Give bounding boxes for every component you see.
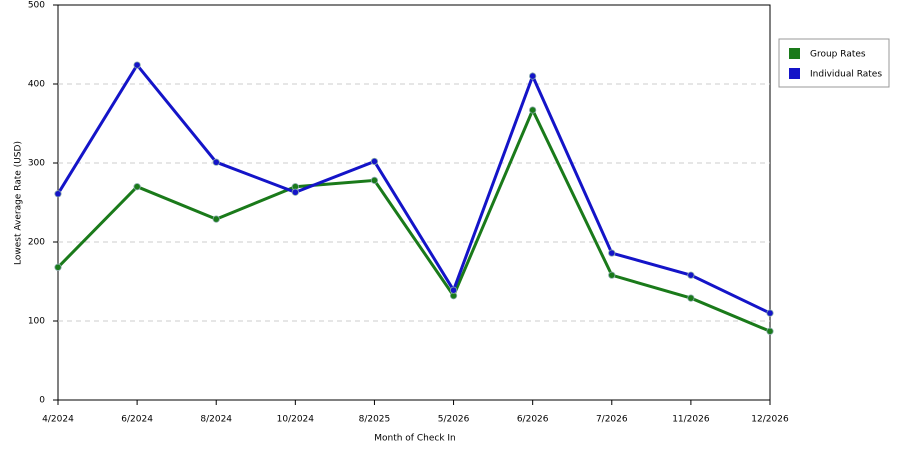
x-tick-label: 8/2024 — [200, 415, 232, 425]
x-tick-label: 4/2024 — [42, 415, 74, 425]
data-point — [608, 271, 616, 279]
x-tick-label: 7/2026 — [596, 415, 628, 425]
x-tick-label: 12/2026 — [751, 415, 789, 425]
data-point — [529, 106, 537, 114]
legend-label: Individual Rates — [810, 70, 882, 80]
y-tick-label: 100 — [28, 317, 45, 327]
legend-swatch — [789, 48, 800, 59]
y-tick-label: 300 — [28, 159, 45, 169]
data-point — [449, 286, 458, 294]
data-point — [291, 188, 299, 196]
series-line — [56, 62, 771, 315]
y-tick-label: 0 — [39, 396, 45, 406]
legend-box — [778, 38, 890, 88]
series-line — [56, 106, 771, 333]
data-point — [687, 294, 695, 302]
data-point — [212, 158, 220, 166]
plot-area — [57, 4, 771, 401]
data-point — [687, 271, 695, 279]
y-axis-label: Lowest Average Rate (USD) — [14, 141, 24, 265]
data-point — [766, 309, 774, 317]
x-tick-label: 10/2024 — [277, 415, 315, 425]
x-tick-label: 6/2026 — [517, 415, 549, 425]
x-axis-label: Month of Check In — [374, 434, 456, 444]
data-point — [133, 61, 141, 69]
data-point — [608, 249, 616, 257]
y-tick-label: 500 — [28, 1, 45, 11]
x-tick-label: 11/2026 — [672, 415, 710, 425]
y-tick-label: 400 — [28, 80, 45, 90]
data-point — [370, 176, 379, 184]
x-tick-label: 6/2024 — [121, 415, 153, 425]
data-point — [370, 157, 379, 166]
legend-label: Group Rates — [810, 50, 866, 60]
x-tick-label: 8/2025 — [359, 415, 391, 425]
data-point — [54, 263, 62, 271]
data-point — [54, 190, 62, 198]
y-tick-label: 200 — [28, 238, 45, 248]
x-tick-label: 5/2026 — [438, 415, 470, 425]
data-point — [529, 72, 537, 80]
legend-swatch — [789, 68, 800, 79]
data-point — [766, 327, 774, 335]
data-point — [133, 183, 141, 191]
data-point — [212, 215, 220, 223]
